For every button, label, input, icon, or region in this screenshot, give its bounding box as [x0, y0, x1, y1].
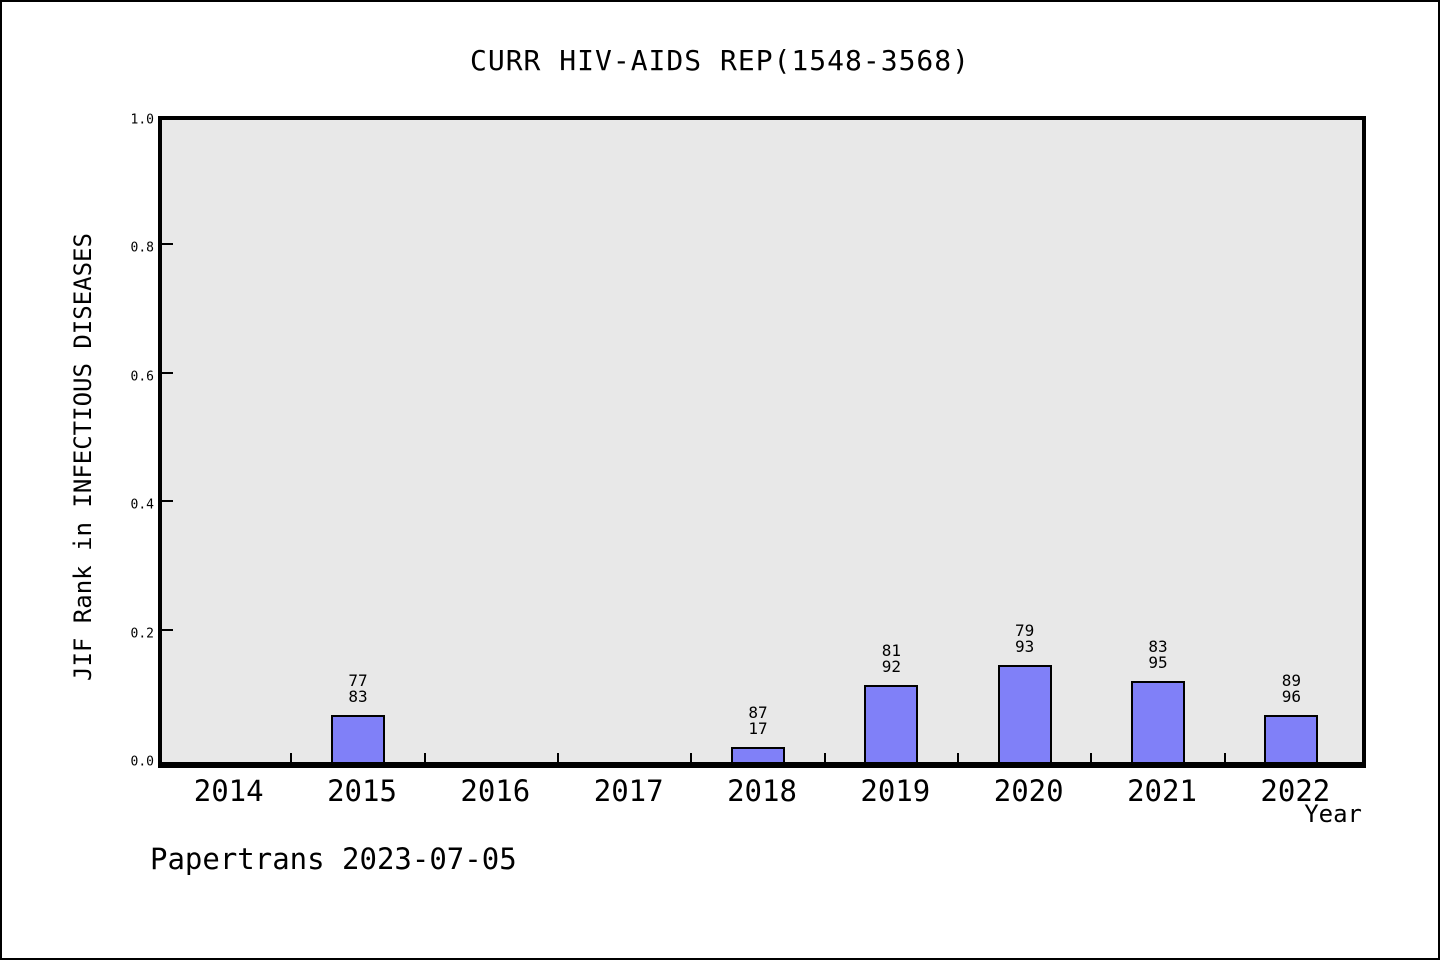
- bar-2015: [331, 715, 385, 762]
- x-tick-label: 2018: [727, 774, 797, 808]
- y-tick-label: 0.6: [130, 369, 154, 385]
- x-tick-label: 2020: [993, 774, 1064, 808]
- x-minor-tick: [690, 753, 693, 762]
- y-tick: [162, 628, 173, 631]
- y-tick: [162, 243, 173, 246]
- y-tick-label: 0.8: [130, 240, 154, 256]
- x-minor-tick: [957, 753, 959, 762]
- x-minor-tick: [290, 753, 293, 762]
- bar-label-2021: 83 95: [1148, 637, 1168, 672]
- bar-2021: [1131, 681, 1185, 762]
- x-tick-label: 2022: [1260, 774, 1331, 808]
- x-minor-tick: [1090, 753, 1093, 762]
- y-tick-label: 0.4: [130, 497, 154, 513]
- bar-label-2022: 89 96: [1281, 671, 1301, 706]
- y-tick-label: 1.0: [130, 112, 154, 128]
- x-tick-label: 2017: [593, 774, 664, 808]
- y-tick: [162, 371, 173, 374]
- x-minor-tick: [557, 753, 559, 762]
- x-tick-label: 2016: [460, 774, 531, 808]
- x-minor-tick: [1223, 753, 1226, 762]
- x-tick-label: 2014: [193, 774, 264, 808]
- y-tick-label: 0.0: [130, 754, 154, 770]
- x-tick-label: 2015: [327, 774, 397, 808]
- bar-label-2015: 77 83: [348, 671, 368, 706]
- bar-label-2018: 87 17: [748, 703, 768, 738]
- y-tick: [162, 500, 173, 503]
- bar-2019: [864, 685, 919, 762]
- watermark: Papertrans 2023-07-05: [150, 842, 517, 876]
- x-tick-label: 2019: [860, 774, 931, 808]
- x-tick-label: 2021: [1127, 774, 1197, 808]
- chart-title: CURR HIV-AIDS REP(1548-3568): [469, 44, 970, 77]
- x-minor-tick: [823, 753, 826, 762]
- bar-label-2020: 79 93: [1015, 621, 1035, 656]
- bar-2020: [997, 665, 1052, 762]
- x-axis-label: Year: [1304, 800, 1362, 828]
- y-axis-label: JIF Rank in INFECTIOUS DISEASES: [69, 233, 97, 681]
- bar-2022: [1264, 715, 1319, 762]
- bar-label-2019: 81 92: [881, 641, 901, 676]
- y-tick-label: 0.2: [130, 626, 154, 642]
- bar-2018: [731, 747, 785, 762]
- plot-area: 77 83 87 17 81 92 79 93 83 95 89 96: [158, 116, 1366, 768]
- x-minor-tick: [423, 753, 426, 762]
